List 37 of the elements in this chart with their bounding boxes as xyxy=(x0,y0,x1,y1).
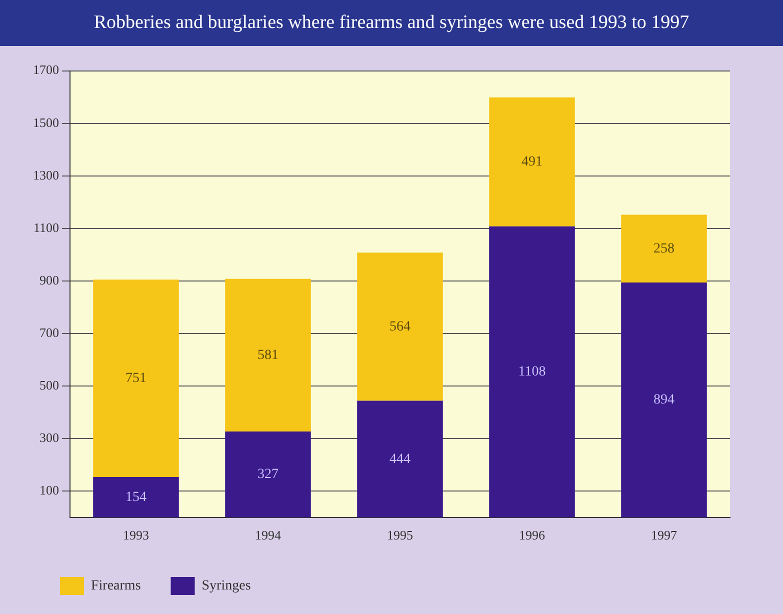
legend-label: Syringes xyxy=(202,578,251,594)
bar xyxy=(621,282,707,518)
data-label: 444 xyxy=(390,452,410,467)
bar xyxy=(489,226,575,518)
bar xyxy=(93,280,179,477)
chart-title: Robberies and burglaries where firearms and syringes were used 1993 to 1997 xyxy=(0,0,783,46)
data-label: 327 xyxy=(258,467,278,482)
data-label: 751 xyxy=(126,370,146,386)
data-label: 894 xyxy=(654,392,674,408)
data-label: 1108 xyxy=(518,364,546,380)
data-label: 154 xyxy=(126,490,146,505)
x-tick-label: 1995 xyxy=(387,528,413,543)
bar xyxy=(225,278,311,432)
bar xyxy=(225,431,311,518)
bar xyxy=(357,252,443,401)
bar xyxy=(621,214,707,283)
y-tick-label: 500 xyxy=(40,377,59,392)
data-label: 491 xyxy=(522,154,542,170)
y-tick-label: 1700 xyxy=(33,62,59,78)
y-tick-label: 1300 xyxy=(33,167,59,182)
y-tick-label: 1100 xyxy=(33,220,59,235)
y-tick-label: 300 xyxy=(40,430,59,446)
legend-label: Firearms xyxy=(91,578,141,594)
y-tick-label: 700 xyxy=(40,324,59,340)
x-tick-label: 1996 xyxy=(519,528,546,543)
data-label: 564 xyxy=(390,319,410,334)
y-tick-label: 1500 xyxy=(33,114,59,130)
data-label: 258 xyxy=(654,241,674,256)
x-tick-label: 1994 xyxy=(255,528,282,543)
bar xyxy=(93,476,179,518)
y-tick-label: 100 xyxy=(40,482,59,498)
bar xyxy=(489,97,575,226)
x-tick-label: 1993 xyxy=(123,528,149,543)
y-tick-label: 900 xyxy=(40,272,59,288)
data-label: 581 xyxy=(258,348,278,363)
bar xyxy=(357,400,443,518)
x-tick-label: 1997 xyxy=(651,528,678,543)
